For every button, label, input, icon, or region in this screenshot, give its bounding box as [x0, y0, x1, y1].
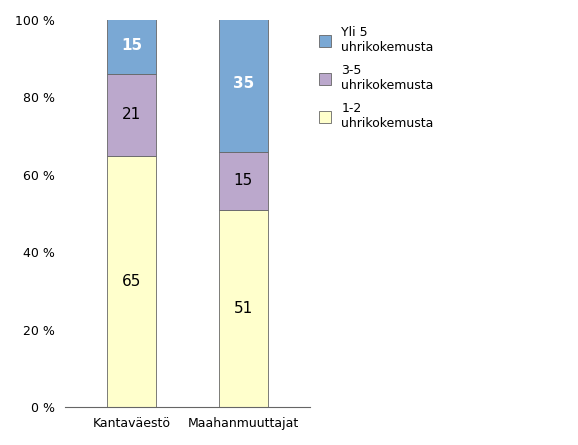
- Text: 15: 15: [121, 38, 142, 53]
- Bar: [107, 156, 156, 407]
- Legend: Yli 5
uhrikokemusta, 3-5
uhrikokemusta, 1-2
uhrikokemusta: Yli 5 uhrikokemusta, 3-5 uhrikokemusta, …: [319, 26, 434, 130]
- Text: 15: 15: [234, 173, 253, 188]
- Text: 51: 51: [234, 301, 253, 316]
- Bar: [218, 152, 268, 210]
- Text: 21: 21: [122, 107, 141, 122]
- Bar: [218, 16, 268, 152]
- Bar: [107, 74, 156, 156]
- Bar: [107, 16, 156, 74]
- Text: 35: 35: [232, 77, 254, 91]
- Bar: [218, 210, 268, 407]
- Text: 65: 65: [122, 274, 141, 289]
